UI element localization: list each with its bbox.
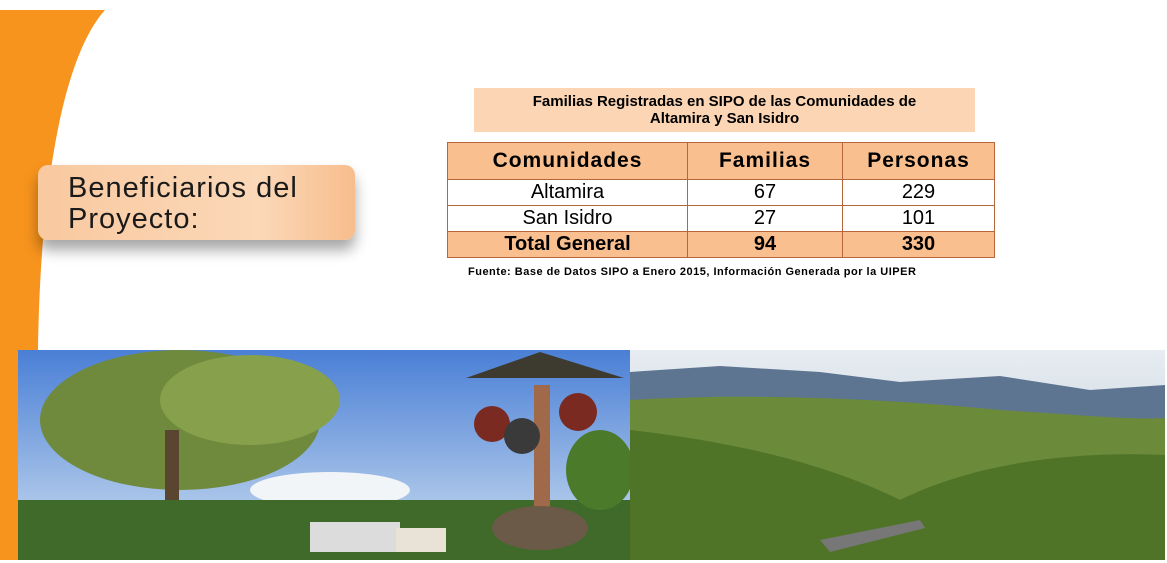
table-title: Familias Registradas en SIPO de las Comu… — [474, 88, 975, 132]
table: Comunidades Familias Personas Altamira 6… — [447, 142, 995, 258]
cell: 101 — [843, 206, 995, 232]
row: Altamira 67 229 — [448, 180, 995, 206]
cell: 330 — [843, 232, 995, 258]
heading: Beneficiarios del Proyecto: — [68, 173, 338, 235]
source-note: Fuente: Base de Datos SIPO a Enero 2015,… — [468, 265, 984, 280]
cell: 94 — [688, 232, 843, 258]
header-cell: Comunidades — [448, 143, 688, 180]
header-cell: Personas — [843, 143, 995, 180]
slide: Beneficiarios del Proyecto: Familias Reg… — [0, 0, 1167, 563]
background — [0, 0, 1167, 563]
header-row: Comunidades Familias Personas — [448, 143, 995, 180]
total-row: Total General 94 330 — [448, 232, 995, 258]
heading-box: Beneficiarios del Proyecto: — [38, 165, 355, 240]
cell: 27 — [688, 206, 843, 232]
cell: Altamira — [448, 180, 688, 206]
cell: Total General — [448, 232, 688, 258]
header-cell: Familias — [688, 143, 843, 180]
photo-left — [18, 350, 634, 560]
cell: 67 — [688, 180, 843, 206]
row: San Isidro 27 101 — [448, 206, 995, 232]
cell: 229 — [843, 180, 995, 206]
cell: San Isidro — [448, 206, 688, 232]
photo-right — [630, 350, 1165, 560]
